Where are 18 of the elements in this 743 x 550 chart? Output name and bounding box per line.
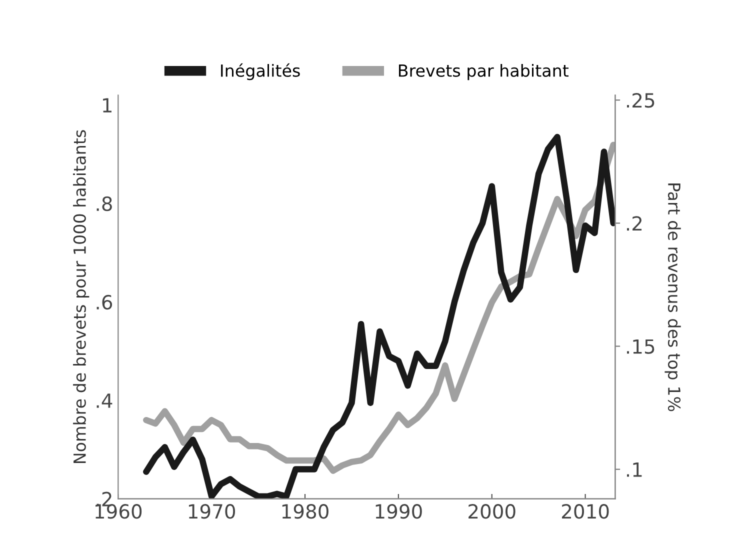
x-tick-label: 2010 (562, 504, 609, 519)
y2-tick-label: .15 (627, 339, 654, 354)
y-axis-title: Nombre de brevets pour 1000 habitants (73, 130, 90, 464)
y2-tick-label: .1 (627, 462, 642, 477)
x-tick-label: 2000 (468, 504, 516, 519)
y2-tick-label: .2 (627, 216, 642, 231)
x-tick-label: 1960 (96, 504, 142, 519)
legend-label: Brevets par habitant (398, 64, 569, 80)
x-tick-label: 1970 (188, 504, 236, 519)
y2-axis-title: Part de revenus des top 1% (664, 184, 681, 412)
y-tick-label: .4 (96, 394, 112, 408)
y-tick-label: .8 (96, 196, 112, 212)
x-tick-label: 1980 (282, 504, 328, 519)
y-tick-label: .6 (96, 294, 112, 310)
x-tick-label: 1990 (376, 504, 422, 519)
y-tick-label: 1 (103, 98, 112, 112)
legend-label: Inégalités (221, 63, 300, 80)
y2-tick-label: .25 (627, 93, 654, 108)
